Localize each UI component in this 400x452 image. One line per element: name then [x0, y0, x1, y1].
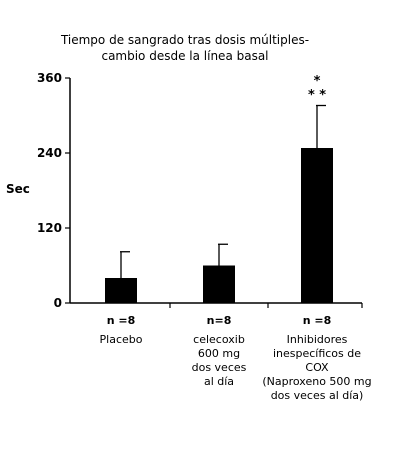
category-label-line: 600 mg	[197, 347, 241, 360]
significance-star-2: * *	[307, 88, 327, 103]
y-tick-label: 360	[37, 71, 62, 85]
category-label-line: (Naproxeno 500 mg	[262, 375, 372, 388]
category-label-line: al día	[203, 375, 235, 388]
y-tick-label: 240	[37, 146, 62, 160]
category-label-line: COX	[305, 361, 329, 374]
category-label-line: dos veces	[191, 361, 247, 374]
category-label-nonspecific: Inhibidores inespecíficos de COX (Naprox…	[252, 333, 382, 403]
n-count-placebo: n =8	[106, 314, 136, 327]
bar	[105, 278, 137, 303]
chart-title-line-1: Tiempo de sangrado tras dosis múltiples-	[60, 33, 310, 47]
category-label-line: Placebo	[99, 333, 143, 346]
y-tick-label: 0	[54, 296, 62, 310]
category-label-line: inespecíficos de	[272, 347, 362, 360]
category-label-celecoxib: celecoxib 600 mg dos veces al día	[154, 333, 284, 389]
significance-star-1: *	[313, 74, 321, 89]
y-tick-label: 120	[37, 221, 62, 235]
category-label-line: celecoxib	[193, 333, 245, 346]
bar	[301, 148, 333, 303]
category-label-line: dos veces al día)	[270, 389, 364, 402]
category-label-line: Inhibidores	[286, 333, 348, 346]
category-label-placebo: Placebo	[56, 333, 186, 347]
bar	[203, 265, 235, 303]
y-axis-label: Sec	[6, 182, 30, 196]
chart-title-line-2: cambio desde la línea basal	[101, 49, 269, 63]
n-count-celecoxib: n=8	[206, 314, 232, 327]
n-count-nonspecific: n =8	[302, 314, 332, 327]
